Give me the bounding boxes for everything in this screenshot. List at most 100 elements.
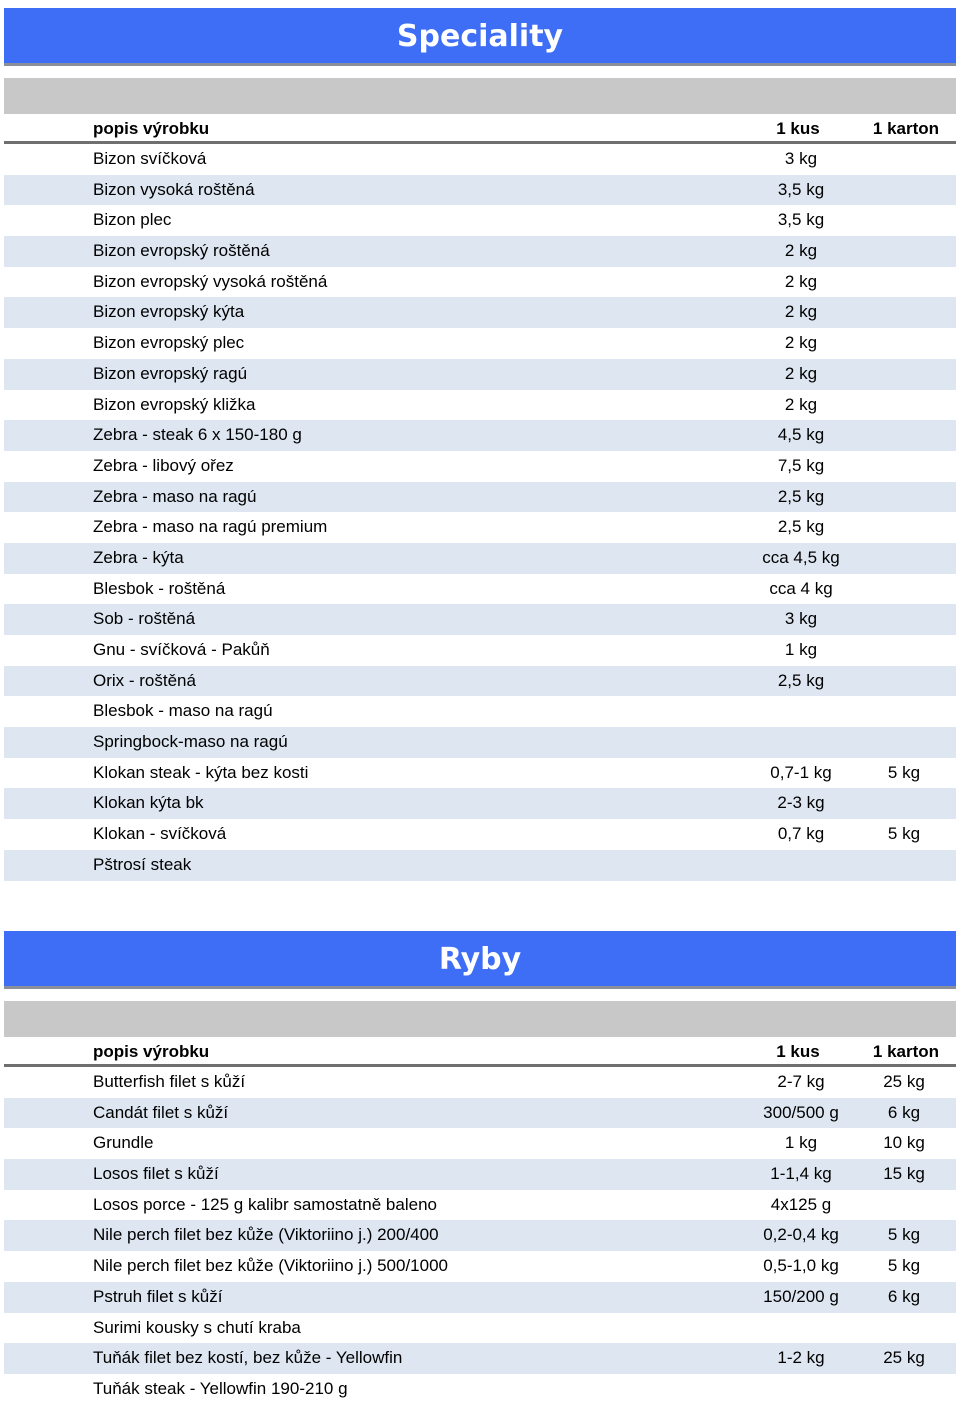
table-row: Bizon plec 3,5 kg: [4, 205, 956, 236]
section-title: Ryby: [4, 931, 956, 989]
carton-weight: [868, 175, 940, 206]
table-row: Losos porce - 125 g kalibr samostatně ba…: [4, 1190, 956, 1221]
carton-weight: [868, 543, 940, 574]
unit-weight: [734, 1374, 868, 1405]
product-name: Bizon evropský roštěná: [93, 241, 270, 261]
unit-weight: 3,5 kg: [777, 179, 825, 199]
table-row: Klokan steak - kýta bez kosti 0,7-1 kg 5 k…: [4, 758, 956, 789]
table-row: Gnu - svíčková - Pakůň 1 kg: [4, 635, 956, 666]
carton-weight: [868, 635, 940, 666]
unit-weight: 3 kg: [784, 149, 818, 168]
table-body: Butterfish filet s kůží 2-7 kg 25 kg Candát…: [4, 1067, 956, 1405]
unit-weight: 2 kg: [784, 241, 818, 261]
carton-weight: 5 kg: [887, 1225, 921, 1245]
carton-weight: [868, 328, 940, 359]
product-name: Pstruh filet s kůží: [93, 1286, 223, 1306]
carton-weight: [868, 144, 940, 175]
carton-weight: [868, 1374, 940, 1405]
table-row: Blesbok - maso na ragú: [4, 696, 956, 727]
table-row: Losos filet s kůží 1-1,4 kg 15 kg: [4, 1159, 956, 1190]
carton-weight: [868, 267, 940, 298]
unit-weight: 2 kg: [784, 363, 818, 383]
carton-weight: 25 kg: [883, 1072, 925, 1091]
table-row: Bizon svíčková 3 kg: [4, 144, 956, 175]
column-header-karton: 1 karton: [872, 119, 940, 138]
product-name: Butterfish filet s kůží: [93, 1072, 246, 1091]
carton-weight: [868, 727, 940, 758]
product-name: Zebra - kýta: [93, 547, 184, 567]
unit-weight: [734, 696, 868, 727]
table-row: Zebra - libový ořez 7,5 kg: [4, 451, 956, 482]
product-name: Tuňák filet bez kostí, bez kůže - Yellow…: [93, 1348, 403, 1368]
unit-weight: 2 kg: [784, 333, 818, 353]
product-name: Zebra - steak 6 x 150-180 g: [93, 425, 302, 445]
column-header-kus: 1 kus: [776, 1042, 820, 1061]
table-row: Sob - roštěná 3 kg: [4, 604, 956, 635]
product-name: Sob - roštěná: [93, 609, 196, 629]
unit-weight: [734, 727, 868, 758]
table-row: Bizon vysoká roštěná 3,5 kg: [4, 174, 956, 206]
carton-weight: [868, 1313, 940, 1344]
table-row: Bizon evropský roštěná 2 kg: [4, 236, 956, 267]
product-name: Nile perch filet bez kůže (Viktoriino j.…: [93, 1225, 439, 1245]
unit-weight: 1-2 kg: [777, 1348, 825, 1368]
carton-weight: 5 kg: [887, 762, 921, 782]
product-name: Bizon svíčková: [93, 149, 207, 168]
unit-weight: 1 kg: [784, 1133, 818, 1153]
carton-weight: [868, 512, 940, 543]
carton-weight: 5 kg: [887, 1256, 921, 1276]
unit-weight: [734, 850, 868, 881]
carton-weight: [868, 850, 940, 881]
table-header: popis výrobku 1 kus 1 karton: [4, 1037, 956, 1067]
column-header-karton: 1 karton: [872, 1042, 940, 1061]
unit-weight: 0,5-1,0 kg: [763, 1256, 839, 1276]
product-name: Gnu - svíčková - Pakůň: [93, 640, 270, 659]
table-header: popis výrobku 1 kus 1 karton: [4, 114, 956, 144]
table-row: Bizon evropský kližka 2 kg: [4, 390, 956, 421]
carton-weight: 25 kg: [883, 1348, 925, 1368]
unit-weight: 7,5 kg: [777, 455, 825, 475]
table-row: Pstruh filet s kůží 150/200 g 6 kg: [4, 1281, 956, 1313]
unit-weight: 4,5 kg: [777, 425, 825, 445]
unit-weight: 2,5 kg: [777, 517, 825, 537]
unit-weight: 2,5 kg: [777, 670, 825, 690]
unit-weight: 0,7-1 kg: [770, 762, 832, 782]
table-row: Tuňák filet bez kostí, bez kůže - Yellow…: [4, 1343, 956, 1374]
product-name: Zebra - maso na ragú premium: [93, 517, 328, 537]
table-row: Bizon evropský vysoká roštěná 2 kg: [4, 267, 956, 298]
table-row: Candát filet s kůží 300/500 g 6 kg: [4, 1097, 956, 1129]
unit-weight: cca 4,5 kg: [762, 547, 840, 567]
product-name: Surimi kousky s chutí kraba: [93, 1317, 301, 1337]
table-row: Bizon evropský plec 2 kg: [4, 328, 956, 359]
product-name: Zebra - maso na ragú: [93, 486, 257, 506]
product-name: Springbock-maso na ragú: [93, 732, 288, 752]
product-name: Losos filet s kůží: [93, 1164, 219, 1184]
carton-weight: [868, 696, 940, 727]
product-name: Candát filet s kůží: [93, 1102, 229, 1122]
table-row: Bizon evropský kýta 2 kg: [4, 297, 956, 329]
table-row: Butterfish filet s kůží 2-7 kg 25 kg: [4, 1067, 956, 1098]
product-name: Blesbok - maso na ragú: [93, 701, 273, 721]
product-name: Nile perch filet bez kůže (Viktoriino j.…: [93, 1256, 448, 1276]
unit-weight: 0,2-0,4 kg: [763, 1225, 839, 1245]
table-row: Grundle 1 kg 10 kg: [4, 1128, 956, 1159]
carton-weight: 15 kg: [883, 1164, 925, 1184]
carton-weight: [868, 788, 940, 819]
column-header-name: popis výrobku: [93, 1042, 210, 1061]
unit-weight: 150/200 g: [763, 1286, 839, 1306]
carton-weight: 10 kg: [883, 1133, 925, 1153]
table-row: Nile perch filet bez kůže (Viktoriino j.…: [4, 1251, 956, 1282]
carton-weight: 6 kg: [887, 1286, 921, 1306]
carton-weight: [868, 236, 940, 267]
unit-weight: 2 kg: [784, 394, 818, 414]
product-name: Bizon evropský ragú: [93, 363, 248, 383]
carton-weight: [868, 359, 940, 390]
unit-weight: 3 kg: [784, 609, 818, 629]
table-row: Surimi kousky s chutí kraba: [4, 1313, 956, 1344]
table-row: Klokan kýta bk 2-3 kg: [4, 788, 956, 820]
column-header-name: popis výrobku: [93, 119, 210, 138]
unit-weight: 0,7 kg: [777, 824, 825, 844]
unit-weight: 1 kg: [784, 640, 818, 659]
product-name: Bizon evropský kýta: [93, 302, 245, 322]
unit-weight: 2-7 kg: [777, 1072, 825, 1091]
